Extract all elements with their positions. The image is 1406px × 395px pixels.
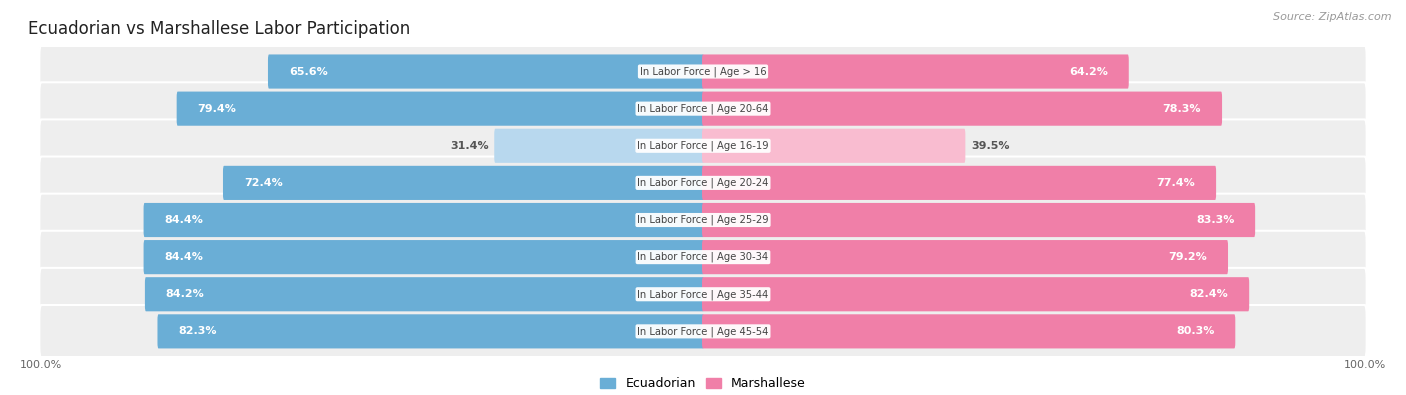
FancyBboxPatch shape <box>702 277 1249 311</box>
FancyBboxPatch shape <box>702 55 1129 88</box>
Text: Source: ZipAtlas.com: Source: ZipAtlas.com <box>1274 12 1392 22</box>
Text: 82.3%: 82.3% <box>179 326 217 337</box>
FancyBboxPatch shape <box>495 129 704 163</box>
Text: 31.4%: 31.4% <box>450 141 489 151</box>
FancyBboxPatch shape <box>145 277 704 311</box>
Text: 39.5%: 39.5% <box>972 141 1010 151</box>
Text: 65.6%: 65.6% <box>288 66 328 77</box>
Text: In Labor Force | Age 20-24: In Labor Force | Age 20-24 <box>637 178 769 188</box>
Text: 72.4%: 72.4% <box>243 178 283 188</box>
FancyBboxPatch shape <box>39 156 1367 209</box>
FancyBboxPatch shape <box>143 240 704 274</box>
Text: In Labor Force | Age 16-19: In Labor Force | Age 16-19 <box>637 141 769 151</box>
Text: 77.4%: 77.4% <box>1157 178 1195 188</box>
Text: 83.3%: 83.3% <box>1197 215 1234 225</box>
Text: In Labor Force | Age 30-34: In Labor Force | Age 30-34 <box>637 252 769 262</box>
Text: In Labor Force | Age 35-44: In Labor Force | Age 35-44 <box>637 289 769 299</box>
Text: 79.4%: 79.4% <box>197 103 236 114</box>
FancyBboxPatch shape <box>702 92 1222 126</box>
Text: In Labor Force | Age > 16: In Labor Force | Age > 16 <box>640 66 766 77</box>
FancyBboxPatch shape <box>702 166 1216 200</box>
FancyBboxPatch shape <box>39 45 1367 98</box>
Text: 84.2%: 84.2% <box>166 289 204 299</box>
FancyBboxPatch shape <box>702 129 966 163</box>
FancyBboxPatch shape <box>177 92 704 126</box>
FancyBboxPatch shape <box>39 194 1367 246</box>
FancyBboxPatch shape <box>702 240 1227 274</box>
Text: In Labor Force | Age 25-29: In Labor Force | Age 25-29 <box>637 215 769 225</box>
FancyBboxPatch shape <box>702 314 1236 348</box>
FancyBboxPatch shape <box>157 314 704 348</box>
FancyBboxPatch shape <box>39 268 1367 321</box>
FancyBboxPatch shape <box>224 166 704 200</box>
Text: 84.4%: 84.4% <box>165 252 204 262</box>
FancyBboxPatch shape <box>39 82 1367 135</box>
Text: 79.2%: 79.2% <box>1168 252 1208 262</box>
FancyBboxPatch shape <box>702 203 1256 237</box>
Text: 64.2%: 64.2% <box>1069 66 1108 77</box>
FancyBboxPatch shape <box>39 119 1367 172</box>
Text: 84.4%: 84.4% <box>165 215 204 225</box>
Text: In Labor Force | Age 45-54: In Labor Force | Age 45-54 <box>637 326 769 337</box>
Text: Ecuadorian vs Marshallese Labor Participation: Ecuadorian vs Marshallese Labor Particip… <box>28 19 411 38</box>
FancyBboxPatch shape <box>39 305 1367 358</box>
Text: In Labor Force | Age 20-64: In Labor Force | Age 20-64 <box>637 103 769 114</box>
Text: 78.3%: 78.3% <box>1163 103 1201 114</box>
Legend: Ecuadorian, Marshallese: Ecuadorian, Marshallese <box>595 372 811 395</box>
Text: 80.3%: 80.3% <box>1175 326 1215 337</box>
FancyBboxPatch shape <box>143 203 704 237</box>
FancyBboxPatch shape <box>269 55 704 88</box>
Text: 82.4%: 82.4% <box>1189 289 1229 299</box>
FancyBboxPatch shape <box>39 231 1367 284</box>
